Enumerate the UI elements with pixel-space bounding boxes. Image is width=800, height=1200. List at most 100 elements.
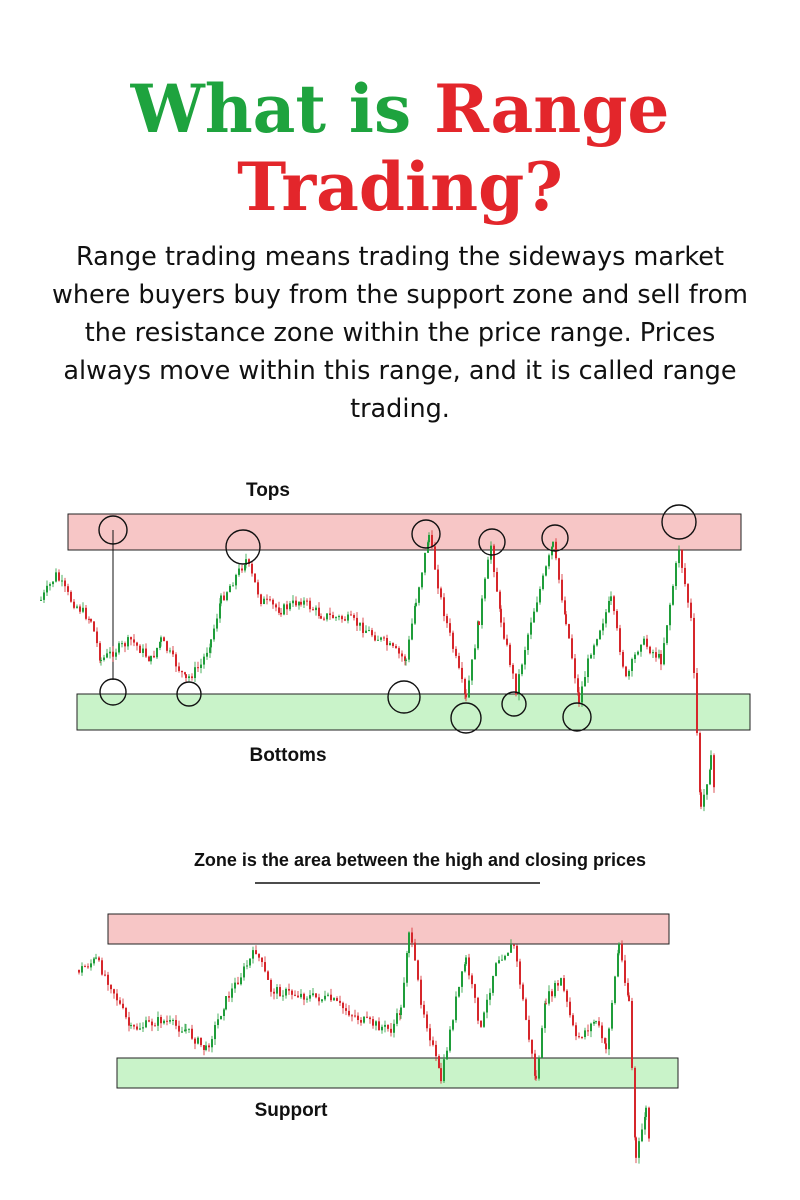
candle-body (241, 568, 243, 571)
candle-body (327, 994, 329, 996)
candle-body (503, 622, 505, 639)
candle-body (652, 652, 654, 654)
candle-body (49, 584, 51, 586)
candle-body (184, 672, 186, 675)
candle-body (291, 990, 293, 995)
candle-body (289, 603, 291, 610)
candle-body (205, 1045, 207, 1050)
candle-body (504, 955, 506, 960)
candle-body (648, 1107, 650, 1139)
candle-body (403, 982, 405, 1008)
support-zone (116, 1057, 679, 1089)
candle-body (706, 784, 708, 795)
candle-body (384, 1024, 386, 1027)
candle-body (538, 1057, 540, 1079)
candle-body (687, 584, 689, 603)
candle-body (101, 960, 103, 975)
candle-body (593, 1021, 595, 1024)
candle-body (383, 637, 385, 639)
candle-body (229, 585, 231, 593)
candle-body (194, 1038, 196, 1044)
candle-body (672, 586, 674, 605)
candle-body (359, 622, 361, 626)
candle-body (368, 630, 370, 632)
candle-body (211, 1039, 213, 1048)
candle-body (175, 654, 177, 667)
candle-body (655, 652, 657, 658)
candle-body (625, 666, 627, 677)
candle-body (545, 566, 547, 576)
candle-body (604, 1038, 606, 1044)
candle-body (418, 587, 420, 603)
candle-body (248, 559, 250, 564)
circles (98, 504, 697, 734)
candle-body (461, 667, 463, 680)
candle-body (185, 674, 187, 679)
candle-body (226, 592, 228, 601)
candle-body (79, 606, 81, 612)
candle-body (181, 670, 183, 673)
candle-body (574, 658, 576, 679)
candle-body (40, 599, 42, 601)
candle-body (640, 644, 642, 652)
candle-body (214, 1025, 216, 1040)
candle-body (542, 575, 544, 590)
resistance-zone (67, 513, 742, 551)
candle-body (203, 1045, 205, 1050)
candle-body (178, 1025, 180, 1032)
candle-body (329, 613, 331, 615)
candle-body (128, 1017, 130, 1026)
candle-body (320, 616, 322, 619)
candle-body (703, 794, 705, 807)
candle-body (474, 984, 476, 998)
bottom-circle (387, 680, 421, 714)
candle-body (200, 1037, 202, 1046)
candle-body (354, 1015, 356, 1017)
candle-body (67, 586, 69, 592)
candle-body (544, 1003, 546, 1029)
candle-body (658, 653, 660, 658)
candle-body (495, 963, 497, 976)
candle-body (323, 618, 325, 620)
candle-body (344, 619, 346, 621)
candle-body (163, 1020, 165, 1024)
candle-body (178, 666, 180, 671)
candle-body (554, 983, 556, 997)
candle-body (614, 976, 616, 1003)
candle-body (535, 1075, 537, 1079)
candle-body (681, 550, 683, 568)
candle-body (621, 943, 623, 961)
candle-body (449, 1029, 451, 1051)
candle-body (507, 952, 509, 956)
candle-body (235, 574, 237, 586)
candle-body (468, 957, 470, 976)
candle-body (300, 993, 302, 998)
candle-body (627, 982, 629, 996)
title-red: Range (434, 70, 670, 148)
candle-body (251, 563, 253, 574)
candle-body (429, 1028, 431, 1041)
candle-body (46, 585, 48, 593)
candle-body (646, 638, 648, 647)
candle-body (634, 654, 636, 660)
candle-body (521, 664, 523, 675)
candle-body (587, 658, 589, 678)
candle-body (321, 999, 323, 1002)
candle-body (575, 1025, 577, 1037)
candle-body (500, 608, 502, 623)
candle-body (109, 651, 111, 654)
candle-body (510, 944, 512, 953)
candle-body (696, 672, 698, 734)
candle-body (400, 1007, 402, 1015)
candle-body (124, 643, 126, 647)
candle-body (699, 733, 701, 793)
candle-body (566, 990, 568, 1002)
candle-body (163, 637, 165, 642)
candle-body (601, 1025, 603, 1039)
candle-body (628, 670, 630, 677)
candle-body (443, 597, 445, 617)
candle-body (401, 653, 403, 657)
candle-body (245, 559, 247, 565)
candle-body (527, 634, 529, 651)
candle-body (536, 602, 538, 612)
